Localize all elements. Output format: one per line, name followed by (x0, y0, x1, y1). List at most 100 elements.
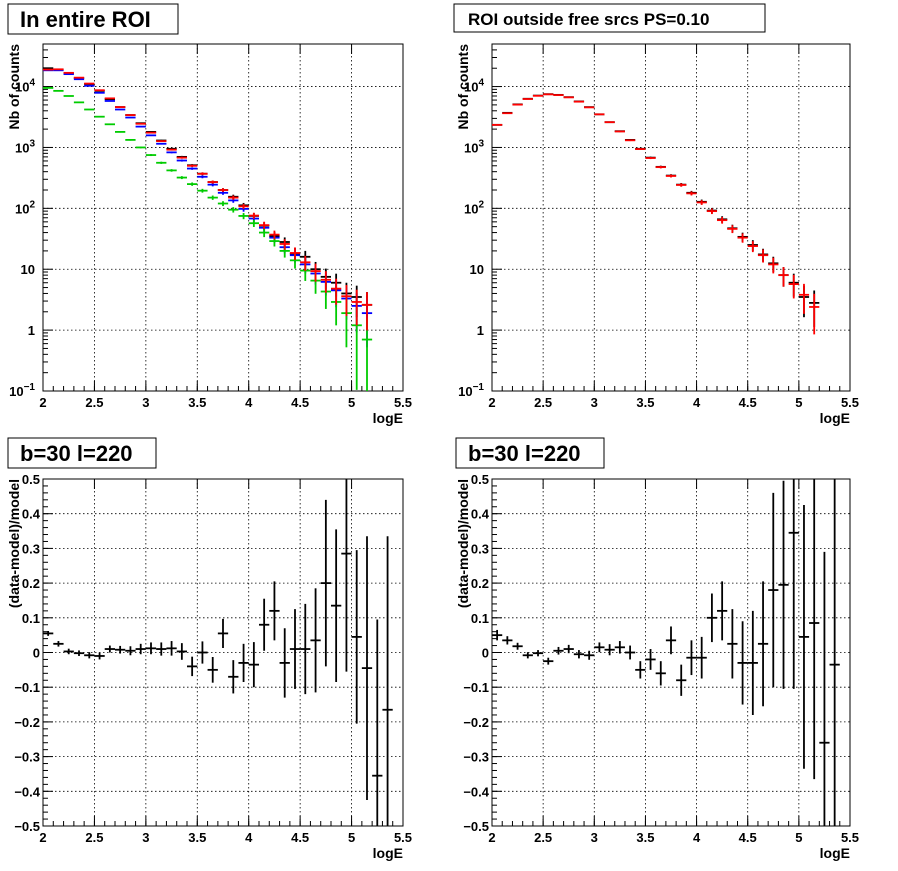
data-point (310, 263, 321, 282)
x-tick-label: 3.5 (636, 830, 654, 845)
x-tick-label: 2 (488, 830, 495, 845)
x-tick-label: 5 (795, 830, 802, 845)
data-point (104, 97, 115, 100)
chart-title: b=30 l=220 (468, 441, 581, 466)
data-point (187, 164, 198, 167)
data-point (747, 241, 758, 253)
chart-title: In entire ROI (20, 7, 151, 32)
x-tick-label: 5.5 (394, 395, 412, 410)
data-point (727, 609, 738, 679)
x-tick-label: 2.5 (85, 395, 103, 410)
data-point (492, 123, 503, 126)
x-tick-label: 5.5 (841, 830, 859, 845)
y-tick-label: 0.3 (471, 541, 489, 556)
y-axis-label: Nb of counts (6, 44, 22, 130)
x-tick-label: 2 (488, 395, 495, 410)
data-point (269, 581, 280, 641)
pad-residuals-right: 2 2.5 3 3.5 4 4.5 5 5.5 0.5 0.4 0.3 0.2 0.1 0 −0.1 −0.… (455, 437, 859, 861)
data-point (63, 648, 74, 655)
data-point (351, 550, 362, 724)
y-tick-label: −0.3 (463, 750, 489, 765)
data-point (300, 603, 311, 695)
data-point (331, 529, 342, 682)
y-tick-label: −0.1 (463, 680, 489, 695)
data-point (176, 643, 187, 660)
data-point (187, 656, 198, 677)
x-tick-label: 5.5 (394, 830, 412, 845)
data-point (717, 217, 728, 224)
data-point (197, 188, 208, 193)
y-tick-label: 10 (21, 262, 35, 277)
data-point (145, 131, 157, 134)
data-point (94, 652, 105, 660)
y-axis-label: (data-model)/model (455, 479, 471, 608)
data-point (289, 609, 301, 689)
data-point (573, 650, 585, 659)
data-point (522, 98, 533, 100)
series-1 (492, 93, 820, 335)
data-point (259, 228, 270, 238)
data-point (115, 108, 126, 111)
data-point (125, 646, 136, 656)
data-point (104, 100, 115, 102)
x-tick-label: 2 (39, 395, 46, 410)
x-tick-label: 5 (348, 395, 355, 410)
data-point (747, 610, 758, 715)
data-point (829, 479, 840, 826)
data-point (778, 480, 789, 689)
data-point (248, 642, 259, 688)
data-point (492, 629, 503, 641)
y-tick-label: −0.2 (463, 715, 489, 730)
data-point (737, 233, 748, 243)
data-point (624, 139, 636, 142)
y-tick-labels: 0.5 0.4 0.3 0.2 0.1 0 −0.1 −0.2 −0.3 −0.4 −0.5 (14, 472, 40, 834)
data-point (166, 169, 177, 172)
grid-lines (43, 44, 403, 391)
grid-lines (43, 479, 403, 826)
data-point (176, 159, 187, 162)
axis-ticks (491, 478, 851, 827)
data-point (604, 644, 615, 656)
data-point (135, 122, 146, 125)
data-point (197, 641, 208, 664)
x-tick-label: 4 (693, 830, 701, 845)
data-point (187, 167, 198, 170)
data-point (768, 257, 779, 274)
x-tick-label: 5 (795, 395, 802, 410)
data-point (269, 230, 280, 240)
y-axis-label: (data-model)/model (6, 479, 22, 608)
data-point (532, 650, 544, 657)
data-point (522, 652, 533, 659)
data-point (788, 274, 799, 299)
data-point (115, 645, 126, 654)
data-point (135, 125, 146, 128)
data-point (156, 140, 167, 143)
data-point (259, 221, 270, 230)
data-point (289, 247, 301, 260)
x-axis-label: logE (820, 845, 850, 861)
data-point (73, 101, 85, 104)
data-point (665, 626, 677, 655)
y-tick-label: 0.2 (471, 576, 489, 591)
data-point (532, 94, 544, 97)
series-0 (43, 479, 393, 826)
data-point (604, 121, 615, 124)
y-tick-label: 0.1 (22, 611, 40, 626)
data-point (115, 106, 126, 108)
data-point (341, 479, 352, 672)
data-point (809, 479, 820, 780)
data-point (63, 95, 74, 97)
data-point (320, 499, 331, 667)
chart-title: ROI outside free srcs PS=0.10 (468, 10, 709, 29)
y-tick-label: −0.3 (14, 750, 40, 765)
x-tick-label: 2.5 (534, 830, 552, 845)
data-point (757, 249, 769, 263)
data-point (563, 644, 574, 654)
data-point (361, 292, 373, 331)
data-point (156, 642, 167, 656)
x-tick-label: 4.5 (291, 830, 309, 845)
title-box (455, 437, 605, 469)
data-series (43, 67, 373, 391)
data-point (798, 283, 810, 314)
